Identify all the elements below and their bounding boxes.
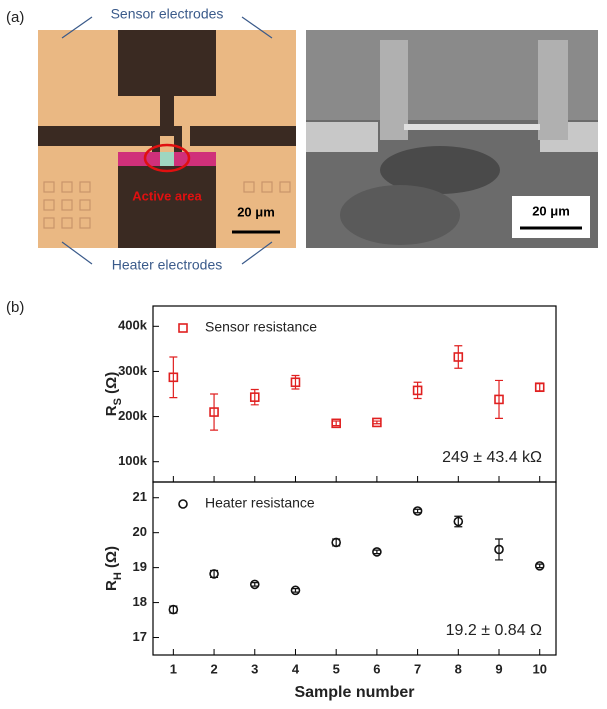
error-bar — [169, 357, 177, 398]
y-tick-label: 400k — [118, 318, 148, 333]
error-bar — [251, 583, 259, 586]
legend-label: Sensor resistance — [205, 319, 317, 335]
label: Sensor electrodes — [111, 6, 224, 22]
legend-marker — [179, 324, 187, 332]
y-axis-label-part: H — [112, 572, 124, 580]
x-tick-label: 8 — [455, 661, 462, 676]
x-tick-label: 2 — [210, 661, 217, 676]
error-bar — [291, 589, 299, 592]
label: Active area — [132, 188, 202, 203]
legend-label: Heater resistance — [205, 495, 315, 511]
y-tick-label: 20 — [133, 524, 147, 539]
x-tick-label: 4 — [292, 661, 300, 676]
x-tick-label: 1 — [170, 661, 177, 676]
error-bar — [332, 421, 340, 426]
x-tick-label: 6 — [373, 661, 380, 676]
scale-bar-label: 20 μm — [237, 204, 275, 219]
error-bar — [373, 421, 381, 424]
x-tick-label: 7 — [414, 661, 421, 676]
y-axis-label-part: (Ω) — [103, 372, 120, 398]
error-bar — [495, 380, 503, 418]
y-axis-label-part: R — [103, 405, 120, 416]
y-tick-label: 200k — [118, 408, 148, 423]
annotation: 19.2 ± 0.84 Ω — [446, 622, 542, 639]
label: Heater electrodes — [112, 257, 223, 273]
y-tick-label: 100k — [118, 453, 148, 468]
x-tick-label: 10 — [532, 661, 546, 676]
error-bar — [210, 394, 218, 430]
error-bar — [373, 550, 381, 553]
x-tick-label: 3 — [251, 661, 258, 676]
error-bar — [536, 564, 544, 567]
panel-label: (a) — [6, 9, 24, 26]
y-axis-label: RH (Ω) — [103, 546, 124, 591]
y-axis-label-part: (Ω) — [103, 546, 120, 572]
y-tick-label: 18 — [133, 594, 147, 609]
y-tick-label: 300k — [118, 363, 148, 378]
panel-label: (b) — [6, 299, 24, 316]
error-bar — [454, 346, 462, 369]
error-bar — [414, 509, 422, 512]
figure: (a) (b) Sensor electrodes Heater electro… — [0, 0, 607, 709]
y-tick-label: 21 — [133, 489, 147, 504]
error-bar — [414, 382, 422, 398]
legend-marker — [179, 500, 187, 508]
y-axis-label-part: S — [112, 398, 124, 405]
y-tick-label: 17 — [133, 629, 147, 644]
error-bar — [536, 384, 544, 391]
x-tick-label: 5 — [333, 661, 340, 676]
x-tick-label: 9 — [495, 661, 502, 676]
annotation: 249 ± 43.4 kΩ — [442, 449, 542, 466]
error-bar — [495, 539, 503, 560]
x-axis-label: Sample number — [294, 684, 414, 701]
scale-bar-label: 20 μm — [532, 203, 570, 218]
error-bar — [251, 389, 259, 404]
y-tick-label: 19 — [133, 559, 147, 574]
y-axis-label-part: R — [103, 580, 120, 591]
